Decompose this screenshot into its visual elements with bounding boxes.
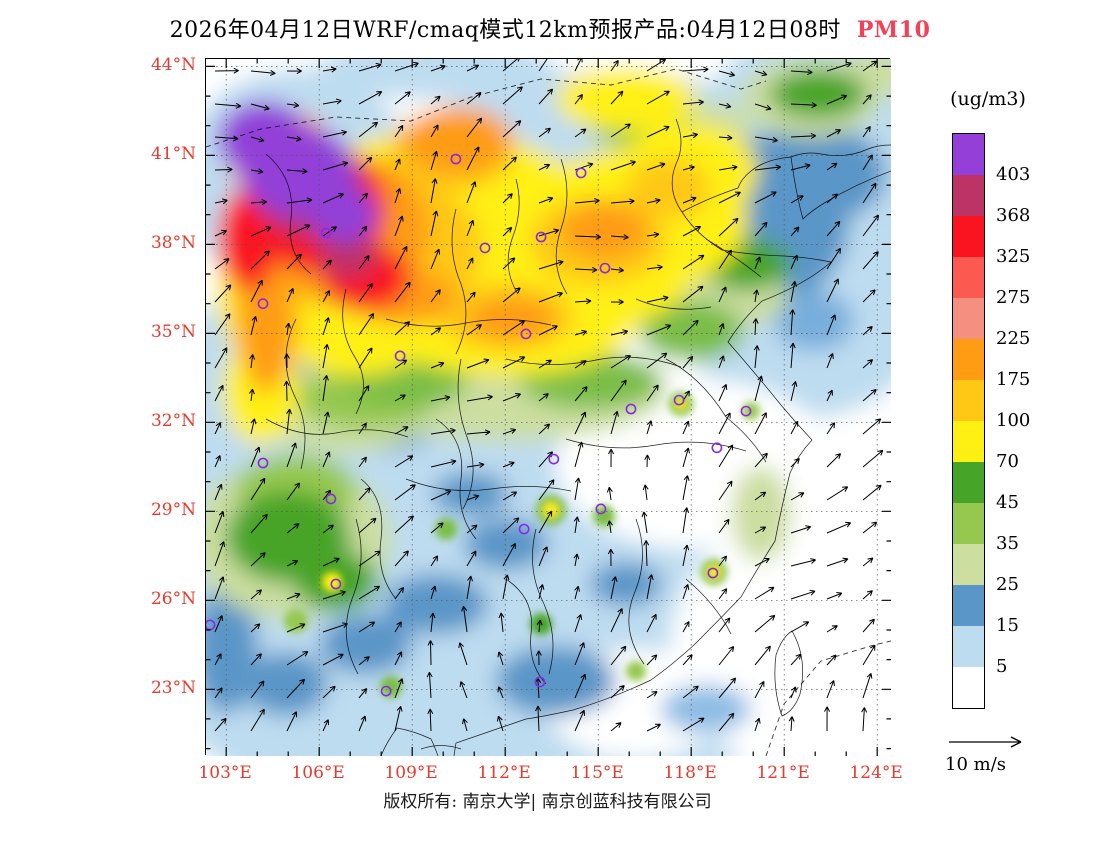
station-marker — [325, 493, 337, 505]
lon-tick-label: 124°E — [849, 763, 903, 783]
colorbar-block — [953, 175, 984, 216]
colorbar-tick-label: 25 — [996, 574, 1019, 595]
station-marker — [599, 262, 611, 274]
colorbar-block — [953, 421, 984, 462]
station-marker — [673, 394, 685, 406]
station-marker — [257, 298, 269, 310]
colorbar-tick-label: 325 — [996, 246, 1031, 267]
colorbar-block — [953, 544, 984, 585]
station-marker — [520, 328, 532, 340]
colorbar-block — [953, 626, 984, 667]
colorbar-tick-label: 100 — [996, 410, 1031, 431]
wind-speed-legend: 10 m/s — [945, 731, 1055, 775]
station-marker — [534, 676, 546, 688]
wind-reference-arrow-icon — [949, 736, 1022, 748]
colorbar-block — [953, 503, 984, 544]
page-title: 2026年04月12日WRF/cmaq模式12km预报产品:04月12日08时 P… — [0, 12, 1100, 44]
colorbar-tick-label: 275 — [996, 287, 1031, 308]
colorbar-block — [953, 339, 984, 380]
colorbar-block — [953, 380, 984, 421]
lat-tick-label: 35°N — [150, 322, 196, 343]
colorbar-block — [953, 257, 984, 298]
station-marker — [320, 227, 332, 239]
station-marker — [380, 685, 392, 697]
station-marker — [625, 403, 637, 415]
colorbar-block — [953, 216, 984, 257]
colorbar-tick-label: 45 — [996, 492, 1019, 513]
colorbar-tick-label: 5 — [996, 656, 1008, 677]
lon-tick-label: 103°E — [198, 763, 252, 783]
colorbar-tick-label: 225 — [996, 328, 1031, 349]
station-marker — [479, 242, 491, 254]
map-ticks — [206, 59, 891, 756]
wind-legend-label: 10 m/s — [945, 754, 1006, 775]
lon-tick-label: 118°E — [663, 763, 717, 783]
lon-tick-label: 121°E — [756, 763, 810, 783]
title-text: 2026年04月12日WRF/cmaq模式12km预报产品:04月12日08时 — [169, 18, 841, 43]
lon-tick-label: 112°E — [477, 763, 531, 783]
lat-tick-label: 26°N — [150, 589, 196, 610]
station-marker — [394, 350, 406, 362]
lat-tick-label: 32°N — [150, 411, 196, 432]
wind-vectors — [214, 59, 884, 732]
colorbar-block — [953, 667, 984, 708]
lat-tick-label: 44°N — [150, 55, 196, 76]
station-marker — [257, 457, 269, 469]
colorbar-block — [953, 585, 984, 626]
lat-tick-label: 29°N — [150, 500, 196, 521]
station-marker — [740, 405, 752, 417]
colorbar-block — [953, 298, 984, 339]
lat-tick-label: 38°N — [150, 233, 196, 254]
copyright-text: 版权所有: 南京大学| 南京创蓝科技有限公司 — [383, 792, 712, 812]
dashed-boundaries — [206, 68, 891, 756]
station-marker — [535, 231, 547, 243]
colorbar-tick-label: 70 — [996, 451, 1019, 472]
colorbar-tick-label: 175 — [996, 369, 1031, 390]
station-marker — [575, 167, 587, 179]
coastline — [790, 144, 891, 220]
colorbar-tick-label: 368 — [996, 205, 1031, 226]
station-marker — [711, 442, 723, 454]
lon-tick-label: 115°E — [570, 763, 624, 783]
colorbar-tick-label: 35 — [996, 533, 1019, 554]
colorbar-block — [953, 462, 984, 503]
pm10-field — [206, 59, 891, 756]
station-marker — [595, 503, 607, 515]
taiwan-outline — [774, 630, 804, 717]
title-species: PM10 — [856, 17, 931, 43]
station-marker — [450, 153, 462, 165]
colorbar: 403 368 325 275 225 175 100 70 45 35 25 15 5 — [952, 133, 1030, 709]
colorbar-tick-label: 403 — [996, 164, 1031, 185]
colorbar-tick-label: 15 — [996, 615, 1019, 636]
colorbar-block — [953, 134, 984, 175]
lon-tick-label: 106°E — [291, 763, 345, 783]
forecast-map — [205, 58, 891, 756]
lat-tick-label: 41°N — [150, 144, 196, 165]
lon-tick-label: 109°E — [384, 763, 438, 783]
station-markers — [206, 153, 752, 697]
lat-tick-label: 23°N — [150, 678, 196, 699]
station-marker — [548, 453, 560, 465]
colorbar-unit-label: (ug/m3) — [950, 88, 1026, 110]
station-marker — [518, 523, 530, 535]
station-marker — [707, 567, 719, 579]
station-marker — [330, 578, 342, 590]
